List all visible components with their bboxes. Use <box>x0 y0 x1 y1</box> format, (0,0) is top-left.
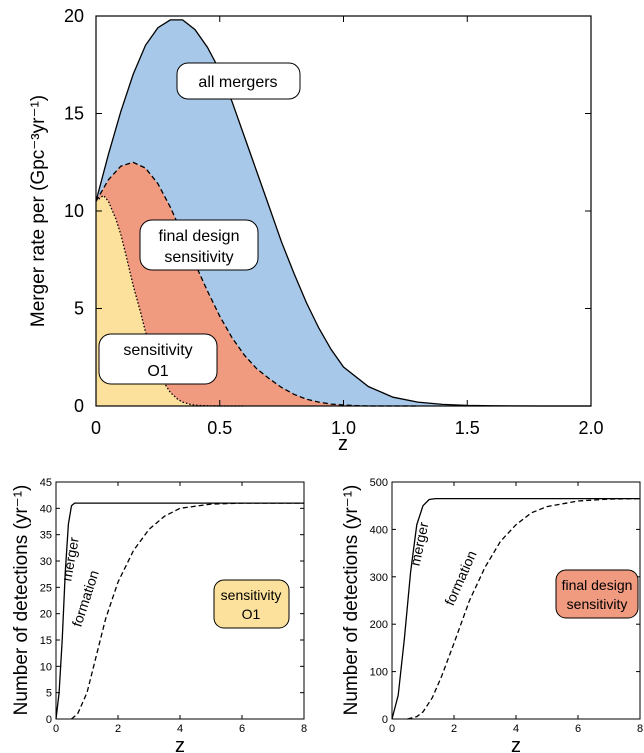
x-tick-label: 1.0 <box>331 418 356 438</box>
y-tick-label: 10 <box>64 201 84 221</box>
x-tick-label: 0 <box>53 723 59 735</box>
detections-final-design-chart: 0 2 4 6 8 0 100 200 300 400 500 z Number of detect… <box>341 477 643 753</box>
detections-o1-merger-label: merger <box>58 536 82 583</box>
y-tick-label: 500 <box>370 477 388 489</box>
label-box-o1-top: sensitivity O1 <box>98 333 218 385</box>
x-tick-label: 6 <box>575 723 581 735</box>
detections-final-design-formation-label: formation <box>441 548 479 608</box>
label-o1-bottom-line1: sensitivity <box>221 587 282 603</box>
detections-o1-chart: 0 2 4 6 8 0 5 10 15 20 25 30 35 40 45 z Number of dete… <box>11 477 307 753</box>
area-series-0 <box>96 19 591 407</box>
y-tick-label: 400 <box>370 524 388 536</box>
x-tick-label: 2.0 <box>578 418 603 438</box>
y-tick-label: 15 <box>40 635 52 647</box>
y-tick-label: 0 <box>46 714 52 726</box>
y-tick-label: 5 <box>46 688 52 700</box>
merger-rate-chart: 0 0.5 1.0 1.5 2.0 0 5 10 15 20 z Merger rate per … <box>28 6 604 455</box>
y-tick-label: 20 <box>40 609 52 621</box>
x-tick-label: 4 <box>513 723 519 735</box>
y-tick-label: 200 <box>370 619 388 631</box>
y-tick-label: 20 <box>64 6 84 26</box>
y-tick-label: 100 <box>370 667 388 679</box>
x-tick-label: 0.5 <box>207 418 232 438</box>
y-tick-label: 35 <box>40 530 52 542</box>
detections-final-design-x-axis-label: z <box>511 735 521 753</box>
y-tick-label: 300 <box>370 572 388 584</box>
x-tick-label: 4 <box>177 723 183 735</box>
label-box-o1-bottom: sensitivity O1 <box>213 579 290 629</box>
x-tick-label: 2 <box>115 723 121 735</box>
line-series-0 <box>95 19 591 407</box>
line-series-merger <box>391 497 640 720</box>
y-tick-label: 15 <box>64 104 84 124</box>
detections-o1-x-axis-label: z <box>175 735 185 753</box>
x-tick-label: 8 <box>301 723 307 735</box>
label-o1-bottom-line2: O1 <box>242 606 261 622</box>
y-tick-label: 30 <box>40 556 52 568</box>
y-tick-label: 10 <box>40 661 52 673</box>
y-tick-label: 45 <box>40 477 52 489</box>
label-final-design-bottom-line1: final design <box>562 577 633 593</box>
merger-rate-y-axis-label: Merger rate per (Gpc⁻³yr⁻¹) <box>28 95 49 327</box>
x-tick-label: 6 <box>239 723 245 735</box>
detections-final-design-y-axis-label: Number of detections (yr⁻¹) <box>341 485 362 716</box>
x-tick-label: 1.5 <box>455 418 480 438</box>
label-all-mergers: all mergers <box>198 74 277 91</box>
y-tick-label: 25 <box>40 582 52 594</box>
line-series-merger <box>55 502 304 720</box>
x-tick-label: 0 <box>389 723 395 735</box>
label-final-design-top-line1: final design <box>159 228 240 245</box>
line-series-formation <box>71 502 304 720</box>
y-tick-label: 5 <box>74 299 84 319</box>
label-final-design-top-line2: sensitivity <box>164 249 233 266</box>
label-o1-top-line2: O1 <box>147 363 168 380</box>
label-final-design-bottom-line2: sensitivity <box>567 596 628 612</box>
x-tick-label: 2 <box>451 723 457 735</box>
detections-final-design-merger-label: merger <box>407 520 432 567</box>
label-box-final-design-top: final design sensitivity <box>139 219 259 271</box>
label-box-all-mergers: all mergers <box>176 62 301 100</box>
x-tick-label: 0 <box>91 418 101 438</box>
x-tick-label: 8 <box>637 723 643 735</box>
y-tick-label: 40 <box>40 503 52 515</box>
merger-rate-x-axis-label: z <box>338 433 348 455</box>
y-tick-label: 0 <box>382 714 388 726</box>
label-o1-top-line1: sensitivity <box>123 342 192 359</box>
detections-o1-y-axis-label: Number of detections (yr⁻¹) <box>11 485 32 716</box>
y-tick-label: 0 <box>74 396 84 416</box>
label-box-final-design-bottom: final design sensitivity <box>555 569 639 619</box>
